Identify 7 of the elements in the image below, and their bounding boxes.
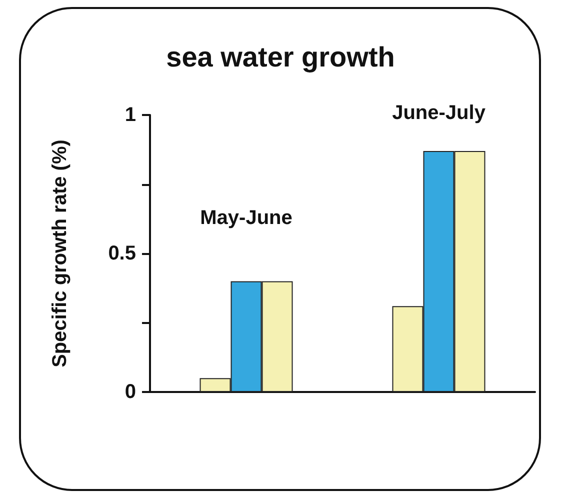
annotation: May-June: [200, 207, 292, 229]
y-tick-label: 0.5: [108, 242, 136, 264]
annotation: June-July: [392, 102, 486, 124]
chart-title: sea water growth: [166, 42, 395, 72]
y-tick-label: 1: [124, 104, 136, 126]
y-axis-title: Specific growth rate (%): [49, 140, 71, 368]
y-tick-label: 0: [124, 381, 136, 403]
